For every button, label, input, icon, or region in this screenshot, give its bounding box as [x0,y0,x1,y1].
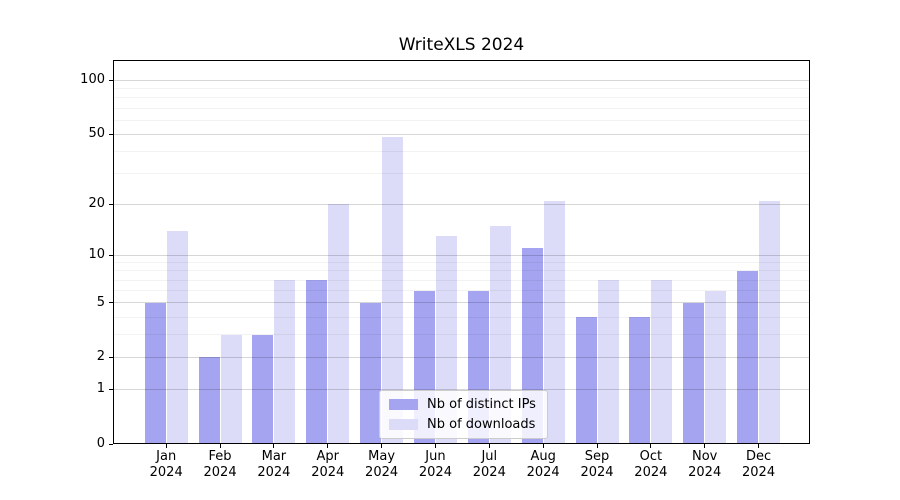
x-tick-label-oct: Oct 2024 [634,449,668,480]
gridline-major-10 [113,254,810,256]
y-tick-label-20: 20 [88,196,105,212]
bar-downloads-mar [274,280,296,444]
y-tick-mark-100 [109,79,113,81]
bar-distinct-ips-may [360,302,382,444]
x-tick-label-sep: Sep 2024 [580,449,614,480]
bar-distinct-ips-apr [306,280,328,444]
gridline-major-20 [113,203,810,205]
gridline-major-5 [113,302,810,304]
bar-downloads-aug [543,200,565,444]
gridline-minor-80 [113,97,810,99]
x-tick-label-dec: Dec 2024 [742,449,776,480]
bar-distinct-ips-jan [144,302,166,444]
legend-item-downloads: Nb of downloads [389,417,536,432]
bar-distinct-ips-feb [198,357,220,444]
bar-distinct-ips-oct [629,317,651,444]
chart-title: WriteXLS 2024 [398,35,525,55]
bar-distinct-ips-mar [252,334,274,444]
y-tick-mark-20 [109,203,113,205]
x-tick-label-aug: Aug 2024 [526,449,560,480]
plot-area [113,60,810,444]
x-tick-mark-aug [542,444,544,448]
x-tick-label-may: May 2024 [365,449,399,480]
bar-downloads-nov [705,290,727,444]
legend-label-downloads: Nb of downloads [427,417,536,432]
y-tick-label-0: 0 [96,436,105,451]
gridline-minor-3 [113,334,810,336]
bar-downloads-jul [489,225,511,444]
y-tick-mark-2 [109,356,113,358]
x-tick-label-jul: Jul 2024 [472,449,506,480]
gridline-minor-4 [113,316,810,318]
legend-swatch-distinct-ips [389,399,418,410]
bar-downloads-feb [220,334,242,444]
x-tick-label-feb: Feb 2024 [203,449,237,480]
bar-downloads-may [382,137,404,444]
x-tick-mark-dec [758,444,760,448]
y-tick-mark-0 [109,443,113,445]
x-tick-label-jun: Jun 2024 [418,449,452,480]
y-tick-mark-10 [109,254,113,256]
bar-downloads-sep [597,280,619,444]
gridline-minor-6 [113,290,810,292]
x-tick-mark-jun [434,444,436,448]
gridline-major-50 [113,133,810,135]
y-tick-mark-1 [109,388,113,390]
gridline-major-2 [113,356,810,358]
x-tick-mark-jul [488,444,490,448]
x-tick-mark-sep [596,444,598,448]
gridline-minor-70 [113,107,810,109]
legend-swatch-downloads [389,419,418,430]
gridline-major-1 [113,388,810,390]
x-tick-label-mar: Mar 2024 [257,449,291,480]
gridline-minor-90 [113,88,810,90]
y-tick-label-1: 1 [96,381,105,397]
y-tick-label-2: 2 [96,349,105,365]
y-tick-label-5: 5 [96,294,105,310]
gridline-minor-8 [113,270,810,272]
y-tick-mark-5 [109,302,113,304]
gridline-minor-7 [113,279,810,281]
gridline-minor-60 [113,119,810,121]
x-tick-label-apr: Apr 2024 [311,449,345,480]
x-tick-label-nov: Nov 2024 [688,449,722,480]
gridline-minor-40 [113,150,810,152]
y-tick-mark-50 [109,133,113,135]
bar-downloads-apr [328,204,350,444]
bar-distinct-ips-nov [683,302,705,444]
legend-item-distinct-ips: Nb of distinct IPs [389,397,536,412]
x-tick-mark-nov [704,444,706,448]
bar-downloads-dec [759,200,781,444]
legend-label-distinct-ips: Nb of distinct IPs [427,397,536,412]
bar-distinct-ips-sep [575,317,597,444]
x-tick-label-jan: Jan 2024 [149,449,183,480]
bar-downloads-oct [651,280,673,444]
y-tick-label-50: 50 [88,126,105,142]
x-tick-mark-jan [165,444,167,448]
y-tick-label-100: 100 [80,72,105,88]
x-tick-mark-feb [219,444,221,448]
gridline-minor-9 [113,262,810,264]
y-tick-label-10: 10 [88,247,105,263]
gridline-minor-30 [113,173,810,175]
bar-downloads-jan [166,230,188,444]
x-tick-mark-oct [650,444,652,448]
x-tick-mark-mar [273,444,275,448]
x-tick-mark-apr [327,444,329,448]
gridline-major-100 [113,79,810,81]
legend: Nb of distinct IPs Nb of downloads [379,390,548,439]
x-tick-mark-may [381,444,383,448]
bar-distinct-ips-dec [737,270,759,444]
